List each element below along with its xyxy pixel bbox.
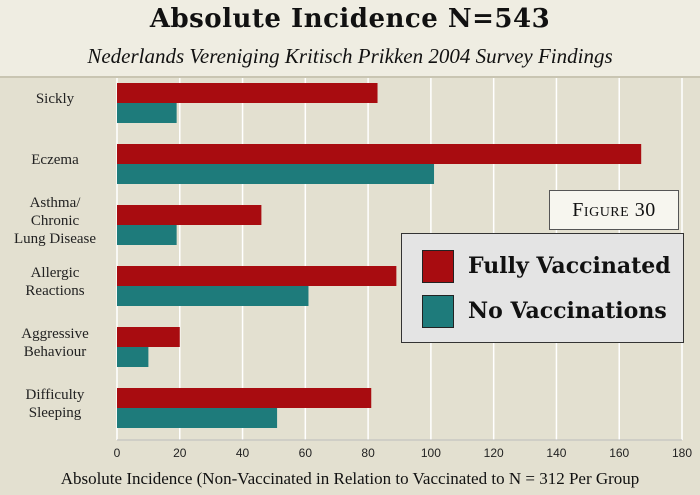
x-tick-label: 0	[114, 446, 121, 460]
category-label: Eczema	[0, 151, 110, 169]
bar-unvaccinated	[117, 408, 278, 428]
x-tick-label: 120	[484, 446, 504, 460]
legend-label-unvaccinated: No Vaccinations	[468, 298, 667, 324]
bar-vaccinated	[117, 327, 180, 347]
x-tick-label: 60	[299, 446, 313, 460]
bar-vaccinated	[117, 266, 397, 286]
category-label-line: Allergic	[30, 265, 80, 281]
category-label-line: Eczema	[31, 152, 79, 168]
category-label-line: Asthma/	[29, 195, 81, 211]
figure-label-text: Figure 30	[572, 198, 656, 221]
x-tick-label: 160	[609, 446, 629, 460]
category-label-line: Aggressive	[21, 326, 89, 342]
bar-vaccinated	[117, 388, 372, 408]
category-label-line: Sleeping	[28, 405, 82, 421]
x-tick-label: 140	[546, 446, 566, 460]
legend-label-vaccinated: Fully Vaccinated	[468, 253, 671, 279]
chart-subtitle: Nederlands Vereniging Kritisch Prikken 2…	[87, 44, 613, 68]
bar-vaccinated	[117, 83, 378, 103]
x-tick-label: 180	[672, 446, 692, 460]
legend-item-vaccinated: Fully Vaccinated	[422, 248, 671, 284]
category-label-line: Chronic	[30, 213, 80, 229]
category-label-line: Difficulty	[25, 387, 85, 403]
chart-title: Absolute Incidence N=543	[149, 4, 551, 34]
legend: Fully Vaccinated No Vaccinations	[401, 233, 684, 343]
legend-swatch-unvaccinated	[422, 294, 454, 328]
x-tick-label: 100	[421, 446, 441, 460]
bar-unvaccinated	[117, 225, 177, 245]
category-label: Sickly	[0, 90, 110, 108]
category-label: Difficulty Sleeping	[0, 386, 110, 422]
x-tick-label: 20	[173, 446, 187, 460]
category-label: Allergic Reactions	[0, 264, 110, 300]
category-label: Asthma/Chronic Lung Disease	[0, 194, 110, 248]
category-label-line: Behaviour	[23, 344, 87, 360]
bar-unvaccinated	[117, 286, 309, 306]
category-label-line: Reactions	[25, 283, 85, 299]
x-axis-label: Absolute Incidence (Non-Vaccinated in Re…	[60, 469, 640, 488]
bar-unvaccinated	[117, 347, 149, 367]
x-tick-label: 80	[361, 446, 375, 460]
bar-unvaccinated	[117, 164, 435, 184]
category-label-line: Sickly	[35, 91, 75, 107]
category-label-line: Lung Disease	[13, 231, 97, 247]
figure-label: Figure 30	[549, 190, 679, 230]
bar-unvaccinated	[117, 103, 177, 123]
category-label: Aggressive Behaviour	[0, 325, 110, 361]
bar-vaccinated	[117, 205, 262, 225]
legend-swatch-vaccinated	[422, 249, 454, 283]
bar-vaccinated	[117, 144, 642, 164]
chart-header: Absolute Incidence N=543 Nederlands Vere…	[0, 0, 700, 78]
x-tick-label: 40	[236, 446, 250, 460]
legend-item-unvaccinated: No Vaccinations	[422, 293, 667, 329]
